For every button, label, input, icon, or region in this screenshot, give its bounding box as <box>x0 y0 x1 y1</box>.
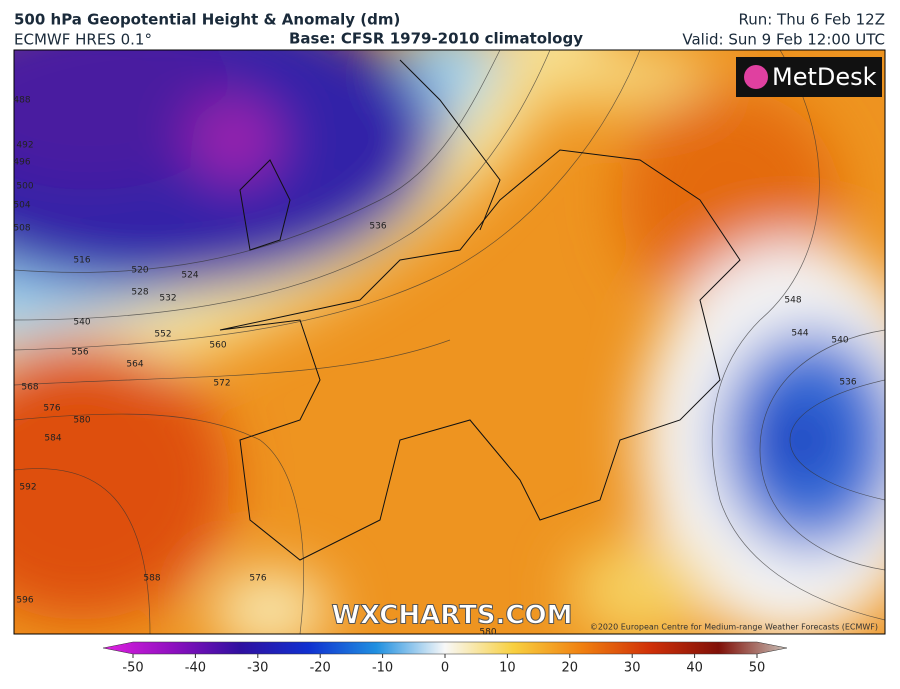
valid: Valid: Sun 9 Feb 12:00 UTC <box>682 31 885 49</box>
run: Run: Thu 6 Feb 12Z <box>738 11 885 29</box>
contour-label: 504 <box>13 201 30 211</box>
watermark: WXCHARTS.COM <box>331 601 572 631</box>
map-frame <box>13 49 886 635</box>
logo-icon <box>744 65 768 89</box>
contour-label: 576 <box>249 574 266 584</box>
contour-label: 592 <box>19 483 36 493</box>
contour-label: 548 <box>784 296 801 306</box>
contour-label: 572 <box>213 379 230 389</box>
colorbar-tick-label: 30 <box>624 661 641 676</box>
colorbar-tick-label: -40 <box>185 661 206 676</box>
contour-label: 564 <box>126 360 143 370</box>
contour-label: 500 <box>16 182 33 192</box>
colorbar-tick-label: 0 <box>441 661 449 676</box>
colorbar-tick-label: -10 <box>372 661 393 676</box>
contour-label: 584 <box>44 434 61 444</box>
contour-label: 536 <box>839 378 856 388</box>
colorbar-tick-label: 20 <box>562 661 579 676</box>
base: Base: CFSR 1979-2010 climatology <box>289 30 583 48</box>
logo: MetDesk <box>772 63 877 91</box>
contour-label: 580 <box>479 628 496 638</box>
contour-label: 540 <box>831 336 848 346</box>
colorbar-tick-label: 10 <box>499 661 516 676</box>
colorbar-tick-label: -50 <box>122 661 143 676</box>
map <box>14 50 885 634</box>
title: 500 hPa Geopotential Height & Anomaly (d… <box>14 11 400 29</box>
colorbar-tick-label: 50 <box>749 661 766 676</box>
contour-label: 488 <box>13 96 30 106</box>
contour-label: 532 <box>159 294 176 304</box>
contour-label: 520 <box>131 266 148 276</box>
contour-label: 556 <box>71 348 88 358</box>
colorbar-tick-label: -20 <box>310 661 331 676</box>
contour-label: 492 <box>16 141 33 151</box>
colorbar-tick-label: -30 <box>247 661 268 676</box>
contour-label: 496 <box>13 158 30 168</box>
contour-label: 560 <box>209 341 226 351</box>
contour-label: 576 <box>43 404 60 414</box>
contour-label: 536 <box>369 222 386 232</box>
contour-label: 544 <box>791 329 808 339</box>
contour-label: 528 <box>131 288 148 298</box>
contour-label: 568 <box>21 383 38 393</box>
colorbar-tick-label: 40 <box>686 661 703 676</box>
contour-label: 508 <box>13 224 30 234</box>
contour-label: 552 <box>154 330 171 340</box>
copyright: ©2020 European Centre for Medium-range W… <box>590 623 878 632</box>
contour-label: 516 <box>73 256 90 266</box>
colorbar <box>102 641 788 655</box>
contour-label: 580 <box>73 416 90 426</box>
contour-label: 524 <box>181 271 198 281</box>
contour-label: 588 <box>143 574 160 584</box>
contour-label: 596 <box>16 596 33 606</box>
model: ECMWF HRES 0.1° <box>14 31 152 49</box>
contour-label: 540 <box>73 318 90 328</box>
